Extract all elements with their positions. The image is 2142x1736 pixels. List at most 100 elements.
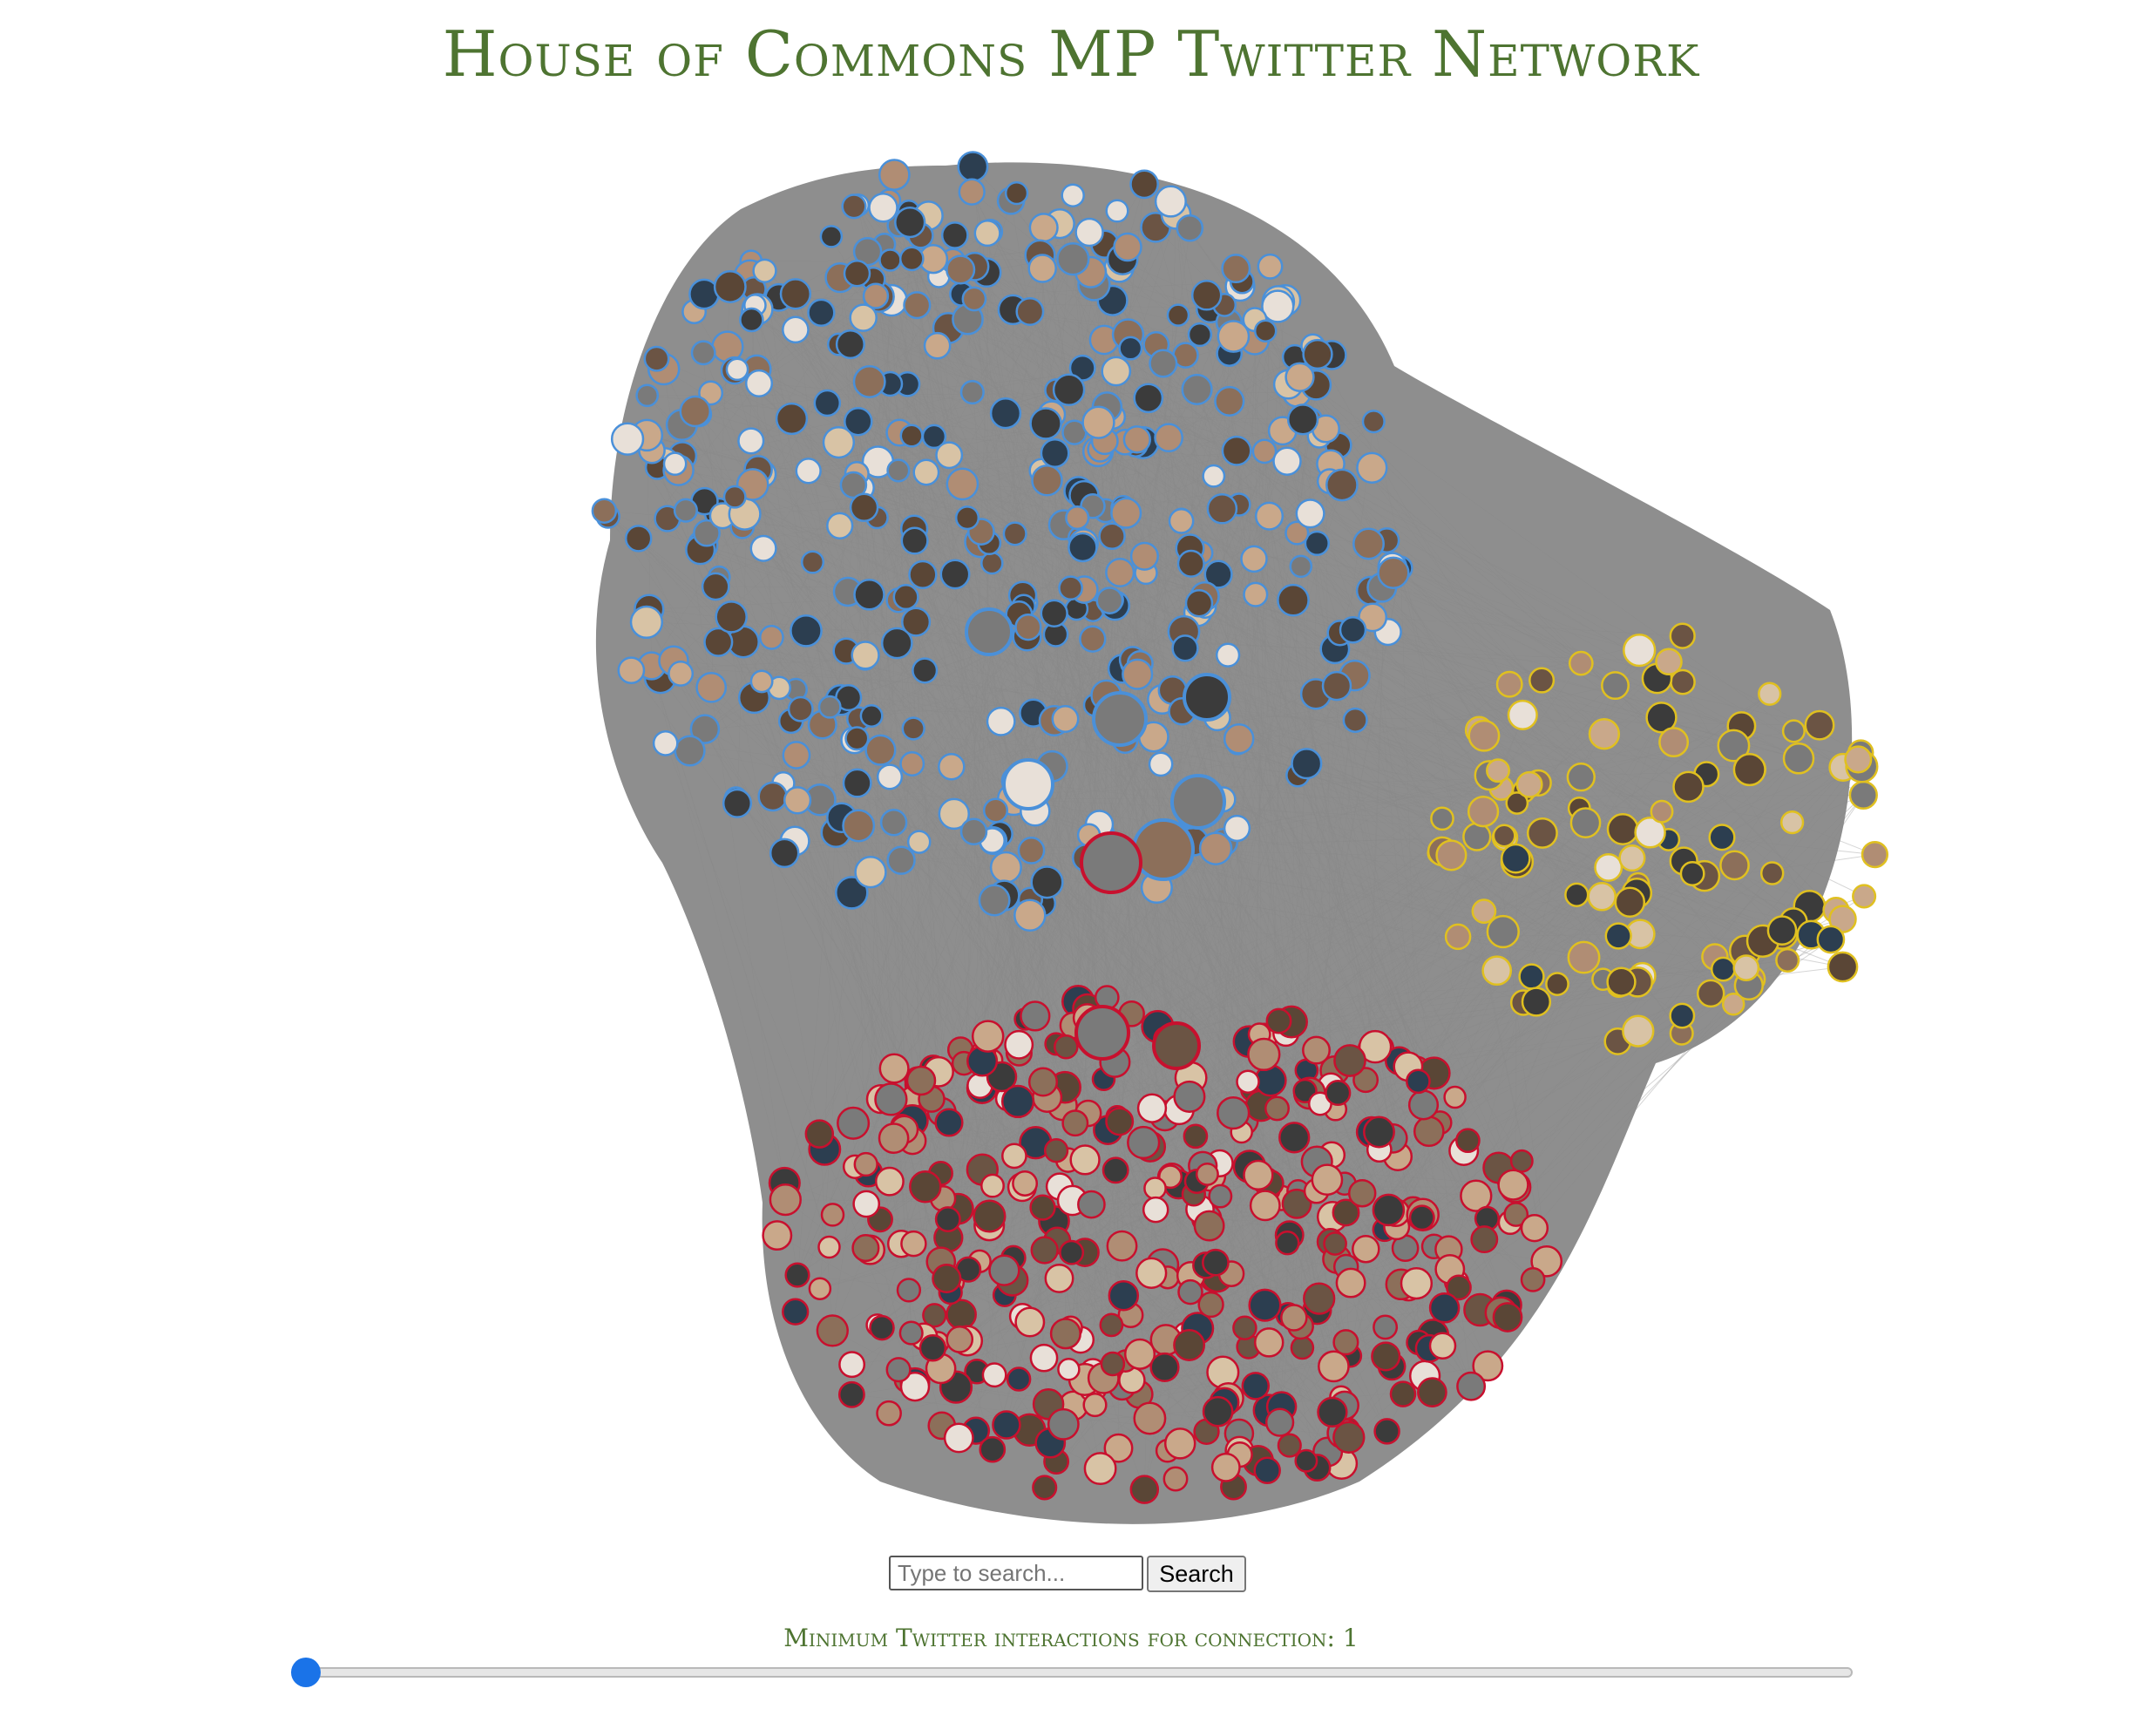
mp-node[interactable]: [1672, 770, 1705, 804]
mp-node[interactable]: [1221, 254, 1251, 284]
mp-node[interactable]: [1406, 1068, 1431, 1095]
mp-node[interactable]: [1518, 963, 1545, 990]
mp-node[interactable]: [1470, 1225, 1499, 1254]
mp-node[interactable]: [1253, 319, 1278, 342]
mp-node[interactable]: [1462, 822, 1492, 851]
mp-node[interactable]: [762, 1220, 793, 1251]
mp-node[interactable]: [876, 763, 904, 790]
mp-node[interactable]: [878, 1122, 910, 1154]
mp-node[interactable]: [1281, 1188, 1312, 1219]
mp-node[interactable]: [1567, 940, 1601, 974]
mp-node[interactable]: [1020, 1000, 1051, 1032]
mp-node[interactable]: [1069, 1144, 1101, 1176]
mp-node[interactable]: [817, 1235, 841, 1259]
mp-node[interactable]: [1187, 322, 1213, 348]
mp-node[interactable]: [1143, 1177, 1167, 1200]
mp-node[interactable]: [749, 534, 777, 562]
mp-node[interactable]: [1304, 530, 1330, 557]
mp-node[interactable]: [1264, 1407, 1295, 1437]
mp-node[interactable]: [787, 695, 814, 722]
mp-node[interactable]: [1077, 1190, 1106, 1219]
mp-node[interactable]: [849, 492, 879, 523]
mp-node[interactable]: [1352, 1067, 1379, 1094]
mp-node[interactable]: [759, 625, 784, 650]
mp-node[interactable]: [1095, 587, 1124, 614]
mp-node[interactable]: [1133, 1401, 1167, 1435]
mp-node[interactable]: [1173, 1080, 1206, 1113]
mp-node[interactable]: [838, 1351, 866, 1379]
mp-node[interactable]: [1173, 1329, 1206, 1361]
mp-node[interactable]: [844, 406, 873, 437]
mp-node[interactable]: [1092, 691, 1148, 747]
mp-node[interactable]: [1202, 464, 1226, 488]
mp-node[interactable]: [703, 627, 734, 657]
mp-node[interactable]: [1732, 753, 1766, 787]
mp-node[interactable]: [1446, 1274, 1472, 1301]
mp-node[interactable]: [1236, 1069, 1260, 1094]
mp-node[interactable]: [878, 248, 902, 272]
mp-node[interactable]: [1206, 1355, 1240, 1389]
mp-node[interactable]: [959, 817, 988, 846]
mp-node[interactable]: [1265, 1007, 1292, 1034]
mp-node[interactable]: [643, 345, 670, 372]
mp-node[interactable]: [1861, 840, 1889, 869]
mp-node[interactable]: [1251, 438, 1278, 465]
mp-node[interactable]: [851, 641, 880, 670]
mp-node[interactable]: [1530, 1244, 1563, 1278]
mp-node[interactable]: [946, 1326, 974, 1353]
mp-node[interactable]: [1082, 1393, 1108, 1418]
mp-node[interactable]: [1142, 1196, 1169, 1224]
mp-node[interactable]: [674, 735, 706, 767]
mp-node[interactable]: [989, 397, 1022, 430]
mp-node[interactable]: [1601, 671, 1630, 701]
mp-node[interactable]: [899, 751, 925, 776]
mp-node[interactable]: [835, 329, 865, 360]
mp-node[interactable]: [1206, 493, 1238, 525]
mp-node[interactable]: [1166, 303, 1190, 327]
mp-node[interactable]: [1183, 673, 1231, 722]
mp-node[interactable]: [959, 380, 985, 405]
mp-node[interactable]: [813, 389, 842, 417]
mp-node[interactable]: [1456, 1371, 1487, 1401]
mp-node[interactable]: [906, 830, 932, 854]
mp-node[interactable]: [1587, 882, 1617, 912]
mp-node[interactable]: [1241, 1372, 1271, 1400]
mp-node[interactable]: [1332, 1198, 1360, 1227]
mp-node[interactable]: [849, 303, 878, 332]
mp-node[interactable]: [1181, 373, 1213, 405]
mp-node[interactable]: [1372, 1193, 1406, 1227]
mp-node[interactable]: [1618, 844, 1646, 872]
mp-node[interactable]: [1058, 575, 1083, 601]
mp-node[interactable]: [980, 551, 1004, 575]
mp-node[interactable]: [1083, 1452, 1117, 1486]
mp-node[interactable]: [1844, 745, 1873, 774]
mp-node[interactable]: [874, 1082, 908, 1116]
mp-node[interactable]: [1400, 1266, 1434, 1300]
mp-node[interactable]: [1325, 1079, 1352, 1107]
mp-node[interactable]: [1040, 438, 1070, 468]
mp-node[interactable]: [1110, 497, 1142, 529]
mp-node[interactable]: [981, 1362, 1007, 1388]
mp-node[interactable]: [1014, 614, 1042, 641]
mp-node[interactable]: [784, 1262, 810, 1288]
mp-node[interactable]: [854, 856, 887, 889]
mp-node[interactable]: [903, 291, 932, 320]
mp-node[interactable]: [946, 254, 976, 285]
mp-node[interactable]: [1177, 1278, 1203, 1305]
mp-node[interactable]: [901, 607, 932, 637]
mp-node[interactable]: [1254, 501, 1285, 531]
mp-node[interactable]: [800, 550, 825, 574]
mp-node[interactable]: [1526, 817, 1558, 849]
mp-node[interactable]: [1782, 743, 1815, 775]
mp-node[interactable]: [899, 1371, 931, 1402]
mp-node[interactable]: [1719, 850, 1750, 881]
mp-node[interactable]: [1358, 1029, 1393, 1064]
mp-node[interactable]: [1029, 1194, 1056, 1221]
mp-node[interactable]: [1080, 831, 1142, 894]
mp-node[interactable]: [1002, 758, 1054, 810]
mp-node[interactable]: [1302, 1035, 1331, 1065]
mp-node[interactable]: [1373, 1314, 1399, 1340]
mp-node[interactable]: [698, 380, 724, 406]
mp-node[interactable]: [980, 1173, 1005, 1198]
